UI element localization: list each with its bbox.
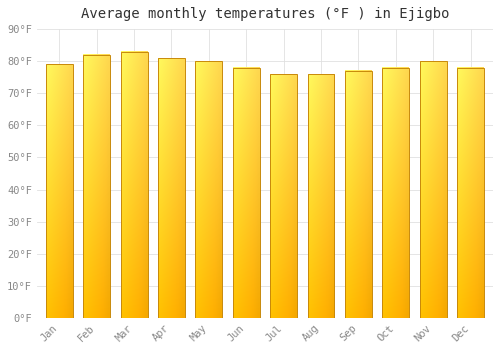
Title: Average monthly temperatures (°F ) in Ejigbo: Average monthly temperatures (°F ) in Ej… bbox=[80, 7, 449, 21]
Bar bbox=[158, 58, 185, 318]
Bar bbox=[46, 64, 72, 318]
Bar bbox=[233, 68, 260, 318]
Bar bbox=[196, 61, 222, 318]
Bar bbox=[83, 55, 110, 318]
Bar bbox=[457, 68, 484, 318]
Bar bbox=[345, 71, 372, 318]
Bar bbox=[308, 74, 334, 318]
Bar bbox=[120, 51, 148, 318]
Bar bbox=[420, 61, 446, 318]
Bar bbox=[382, 68, 409, 318]
Bar bbox=[270, 74, 297, 318]
